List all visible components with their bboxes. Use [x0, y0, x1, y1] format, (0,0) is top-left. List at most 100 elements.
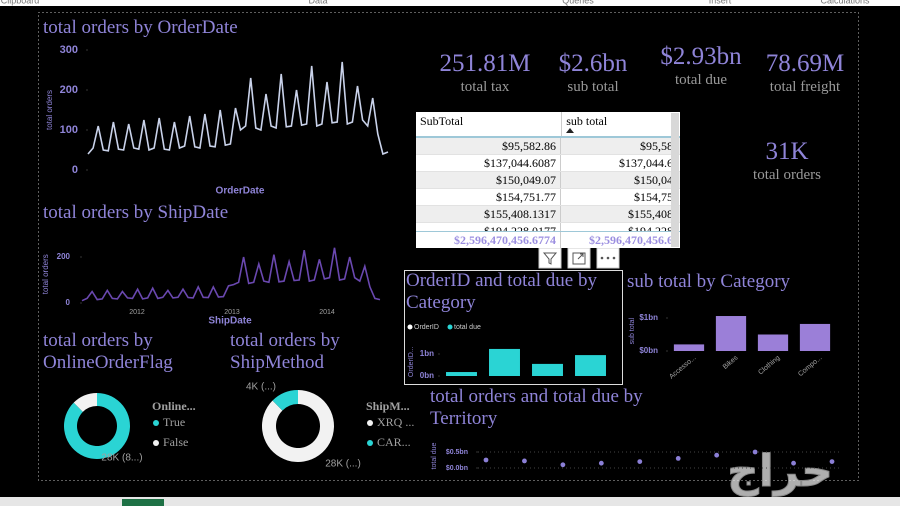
kpi-caption: total tax	[460, 79, 510, 95]
y-tick-label: $0.5bn	[446, 449, 468, 456]
point	[675, 456, 681, 461]
legend-swatch	[153, 440, 159, 446]
bar	[532, 363, 563, 376]
y-tick-label: 200	[57, 252, 71, 261]
kpi-value: 31K	[765, 138, 809, 165]
y-axis-label: total orders	[41, 254, 50, 294]
legend-swatch	[407, 324, 413, 330]
point	[752, 449, 758, 455]
x-tick-label: Clothing	[757, 355, 781, 377]
table-visual[interactable]: SubTotal sub total $95,582.86 $95,58 $137,04…	[416, 112, 680, 248]
legend-label: OrderID	[414, 324, 439, 331]
table-cell: $154,751.77	[416, 189, 561, 205]
legend-label: XRQ ...	[377, 415, 414, 429]
y-axis-label: total due	[431, 442, 438, 469]
bar	[673, 344, 705, 351]
ribbon-label: Queries	[562, 0, 594, 5]
legend-title: Online...	[152, 399, 196, 413]
point	[598, 460, 604, 466]
visual-title: sub total by Category	[627, 271, 791, 292]
bar	[575, 355, 606, 376]
bar	[715, 316, 747, 351]
x-axis-label: ShipDate	[208, 316, 252, 327]
bar	[799, 323, 831, 351]
table-cell: $95,58	[640, 139, 673, 153]
y-tick-label: 0	[66, 298, 71, 307]
point	[714, 452, 720, 458]
more-dot	[600, 256, 604, 260]
donut-slice	[272, 390, 298, 411]
slice-label: 28K (8...)	[101, 453, 142, 464]
visual-toolbar	[538, 247, 620, 269]
y-tick-label: $1bn	[639, 313, 658, 322]
point	[791, 460, 796, 466]
point	[829, 459, 835, 464]
donut-slice	[73, 393, 97, 412]
x-tick-label: 2013	[224, 309, 240, 316]
x-tick-label: Bikes	[722, 354, 740, 371]
legend-title: ShipM...	[366, 399, 410, 413]
table-scrollbar[interactable]	[671, 113, 679, 247]
table-cell: $154,75	[634, 190, 673, 204]
legend-label: True	[163, 415, 185, 429]
total-cell: $2,596,470,456.6	[589, 233, 673, 247]
kpi-caption: total freight	[769, 79, 841, 95]
table-total-row: $2,596,470,456.6774 $2,596,470,456.6	[416, 231, 680, 248]
kpi-value: 78.69M	[765, 50, 845, 77]
kpi-caption: sub total	[567, 79, 619, 95]
ribbon-bar	[0, 0, 900, 6]
table-row: $154,751.77 $154,75	[416, 189, 680, 206]
y-tick-label: 1bn	[420, 349, 434, 358]
bar	[446, 372, 477, 376]
kpi-card: 78.69M total freight	[745, 50, 865, 96]
bottom-bar	[0, 497, 900, 506]
legend-label: CAR...	[377, 435, 411, 449]
kpi-value: $2.6bn	[558, 50, 628, 77]
table-row: $150,049.07 $150,04	[416, 172, 680, 189]
y-tick-label: 0	[72, 164, 78, 176]
kpi-card: 31K total orders	[727, 138, 847, 184]
legend-swatch	[447, 324, 453, 330]
legend-label: total due	[454, 324, 481, 331]
filter-icon	[542, 252, 558, 265]
kpi-caption: total due	[674, 72, 728, 88]
x-tick-label: Compo...	[797, 355, 823, 379]
line-series	[87, 61, 389, 156]
more-dot	[612, 256, 616, 260]
y-tick-label: $0.0bn	[446, 465, 468, 472]
ribbon-label: Insert	[709, 0, 732, 5]
ribbon-label: Clipboard	[1, 0, 40, 5]
sort-arrow	[566, 128, 574, 133]
table-cell: $95,582.86	[416, 138, 561, 154]
y-tick-label: 100	[60, 124, 78, 136]
kpi-card: $2.93bn total due	[641, 43, 761, 89]
point	[483, 457, 489, 463]
legend-swatch	[153, 420, 159, 426]
filter-button[interactable]	[538, 247, 562, 269]
slice-label: 28K (...)	[325, 459, 361, 470]
line-series	[81, 247, 381, 302]
table-cell: $150,049.07	[416, 172, 561, 188]
bar	[489, 348, 520, 376]
point	[560, 462, 566, 468]
ribbon-label: Calculations	[820, 0, 870, 5]
table-row: $137,044.6087 $137,044.6	[416, 155, 680, 172]
visual-title: total orders by OrderDate	[43, 17, 238, 38]
bar	[757, 334, 789, 351]
table-body: $95,582.86 $95,58 $137,044.6087 $137,044.6 $…	[416, 138, 680, 240]
kpi-caption: total orders	[753, 167, 821, 183]
ribbon-label: Data	[308, 0, 327, 5]
point	[522, 458, 527, 464]
legend-swatch	[367, 420, 373, 426]
visual-focus-border	[404, 270, 623, 385]
table-row: $155,408.1317 $155,408	[416, 206, 680, 223]
total-cell: $2,596,470,456.6774	[416, 232, 561, 248]
kpi-value: 251.81M	[439, 50, 531, 77]
x-tick-label: Accesso...	[668, 355, 697, 381]
kpi-value: $2.93bn	[660, 43, 742, 70]
visual-title: total orders by ShipDate	[43, 202, 229, 223]
column-header: sub total	[566, 114, 608, 128]
table-cell: $137,044.6087	[416, 155, 561, 171]
sheet-tab[interactable]	[122, 499, 164, 506]
